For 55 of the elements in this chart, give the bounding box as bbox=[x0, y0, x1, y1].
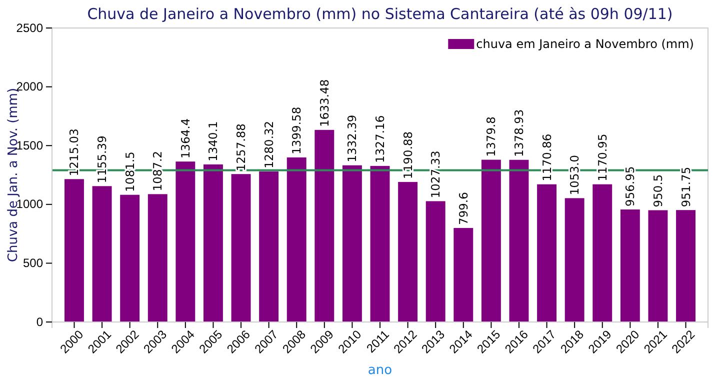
y-tick-label: 500 bbox=[22, 256, 44, 270]
text: 951.75 bbox=[678, 166, 693, 208]
bar bbox=[676, 210, 696, 322]
y-tick-label: 1000 bbox=[16, 197, 44, 212]
bar bbox=[398, 182, 418, 322]
text: 1332.39 bbox=[345, 114, 360, 162]
x-axis-title: ano bbox=[368, 363, 392, 378]
bar bbox=[481, 160, 501, 322]
y-tick-label: 2500 bbox=[16, 20, 44, 35]
text: 1364.4 bbox=[178, 118, 192, 159]
bar bbox=[648, 210, 668, 322]
text: 1327.16 bbox=[373, 115, 387, 163]
bar bbox=[592, 184, 612, 322]
text: 1215.03 bbox=[67, 128, 82, 176]
y-tick-label: 1500 bbox=[16, 138, 44, 152]
chart-title: Chuva de Janeiro a Novembro (mm) no Sistema Cantareira (até às 09h 09/11) bbox=[87, 5, 673, 23]
text: 1170.95 bbox=[595, 134, 610, 182]
text: 1379.8 bbox=[484, 116, 498, 157]
bar bbox=[314, 130, 334, 322]
text: 1053.0 bbox=[568, 154, 582, 196]
bar bbox=[509, 160, 529, 322]
text: 1399.58 bbox=[290, 106, 304, 154]
bar bbox=[176, 162, 196, 322]
bar bbox=[620, 209, 640, 322]
text: 1027.33 bbox=[428, 150, 443, 198]
text: 1190.88 bbox=[400, 131, 415, 179]
bar bbox=[259, 171, 279, 322]
bar bbox=[231, 174, 251, 322]
text: 1340.1 bbox=[206, 121, 220, 162]
bar bbox=[92, 186, 112, 322]
text: 956.95 bbox=[623, 166, 638, 206]
legend-label: chuva em Janeiro a Novembro (mm) bbox=[476, 37, 694, 51]
bar bbox=[148, 194, 168, 322]
text: 1155.39 bbox=[95, 136, 110, 184]
bar bbox=[454, 228, 474, 322]
y-tick-label: 0 bbox=[36, 314, 44, 329]
text: 1087.2 bbox=[150, 150, 165, 192]
text: 1280.32 bbox=[262, 120, 276, 168]
bar bbox=[64, 179, 84, 322]
y-tick-label: 2000 bbox=[16, 80, 44, 94]
text: 1170.86 bbox=[540, 134, 554, 182]
bar bbox=[286, 157, 306, 322]
text: 1378.93 bbox=[512, 109, 526, 157]
text: 1633.48 bbox=[317, 79, 332, 127]
text: 1257.88 bbox=[234, 124, 248, 172]
bar bbox=[426, 201, 446, 322]
bar bbox=[370, 166, 390, 322]
text: 799.6 bbox=[456, 192, 470, 225]
bar bbox=[203, 164, 223, 322]
bar bbox=[537, 184, 557, 322]
text: 1081.5 bbox=[122, 152, 137, 192]
text: 950.5 bbox=[650, 174, 665, 208]
bar bbox=[120, 194, 140, 322]
bar bbox=[564, 198, 584, 322]
bar bbox=[342, 165, 362, 322]
